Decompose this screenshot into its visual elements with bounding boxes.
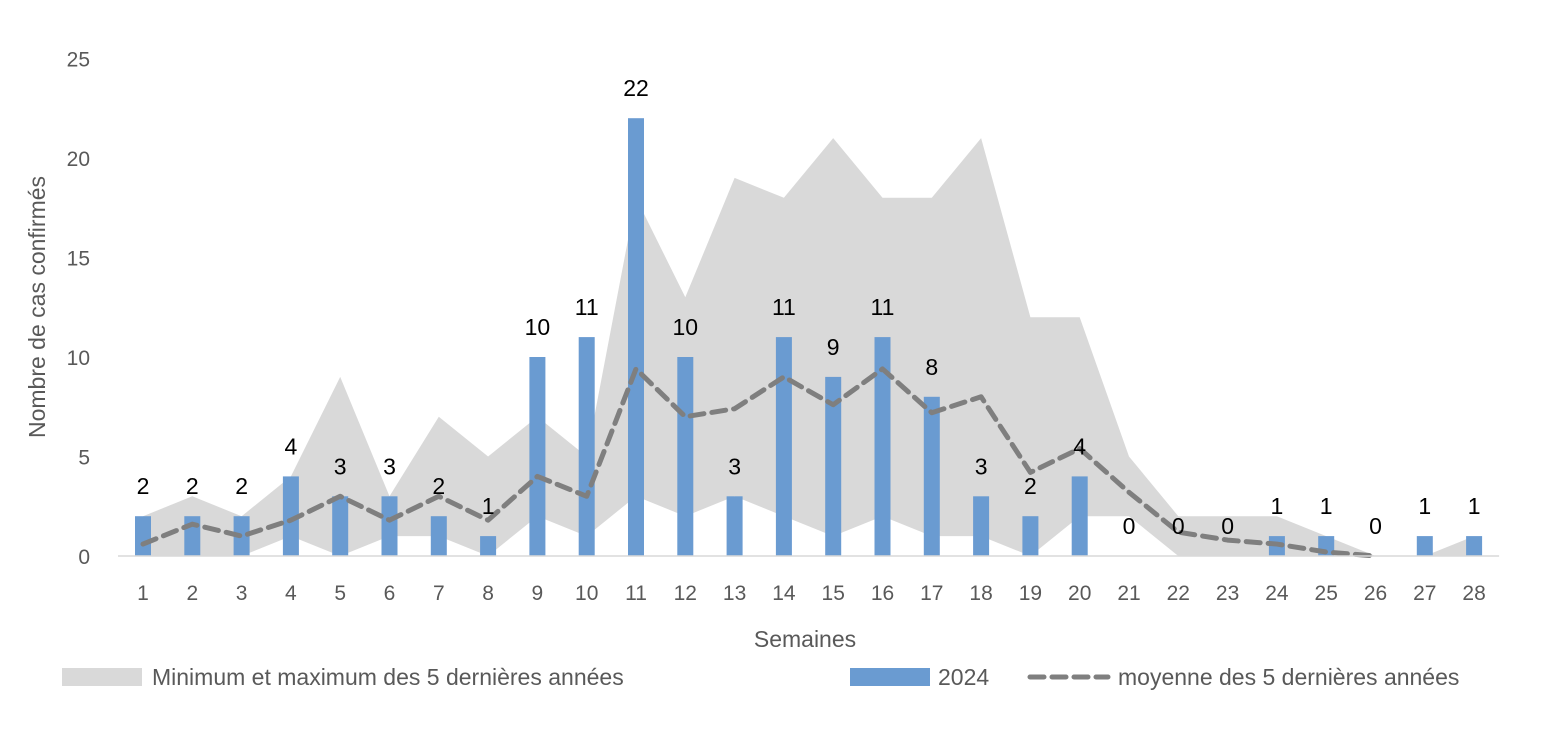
data-label: 4	[285, 433, 298, 459]
data-label: 2	[137, 473, 150, 499]
bars-layer	[135, 118, 1483, 556]
bar-week-15	[825, 376, 842, 556]
bar-week-14	[775, 337, 792, 556]
data-label: 11	[575, 294, 599, 320]
y-tick-label: 5	[78, 447, 90, 470]
x-tick-label: 1	[137, 582, 149, 605]
bar-week-13	[726, 496, 743, 556]
y-tick-label: 25	[67, 49, 90, 72]
y-tick-label: 20	[67, 148, 90, 171]
x-tick-label: 22	[1167, 582, 1190, 605]
data-label: 0	[1172, 513, 1185, 539]
x-tick-label: 17	[920, 582, 943, 605]
legend-swatch-range	[62, 668, 142, 686]
x-axis-title: Semaines	[754, 626, 856, 652]
x-tick-label: 21	[1117, 582, 1140, 605]
bar-week-11	[628, 118, 644, 556]
x-tick-label: 13	[723, 582, 746, 605]
data-label: 1	[482, 493, 495, 519]
x-tick-label: 16	[871, 582, 894, 605]
bar-week-12	[677, 357, 694, 556]
data-label: 10	[525, 314, 551, 340]
data-label: 8	[925, 354, 938, 380]
x-tick-label: 6	[384, 582, 396, 605]
data-label: 1	[1418, 493, 1431, 519]
x-tick-label: 26	[1364, 582, 1387, 605]
x-tick-label: 27	[1413, 582, 1436, 605]
mean-line	[140, 366, 1378, 559]
bar-week-5	[332, 496, 349, 556]
x-tick-label: 3	[236, 582, 248, 605]
x-tick-label: 14	[772, 582, 796, 605]
y-tick-label: 15	[67, 248, 90, 271]
bar-week-10	[578, 337, 595, 556]
legend-label-range: Minimum et maximum des 5 dernières année…	[152, 664, 624, 690]
legend: Minimum et maximum des 5 dernières année…	[62, 664, 1459, 690]
bar-week-19	[1022, 516, 1039, 556]
data-label: 0	[1123, 513, 1136, 539]
x-tick-label: 19	[1019, 582, 1042, 605]
x-tick-label: 9	[532, 582, 544, 605]
bar-week-27	[1416, 536, 1433, 556]
x-tick-label: 25	[1315, 582, 1338, 605]
data-label: 9	[827, 334, 840, 360]
data-label: 2	[432, 473, 445, 499]
x-tick-label: 10	[575, 582, 598, 605]
data-label: 2	[186, 473, 199, 499]
bar-week-9	[529, 357, 546, 556]
x-tick-label: 7	[433, 582, 445, 605]
legend-label-2024: 2024	[938, 664, 989, 690]
bar-week-1	[135, 516, 151, 556]
bar-week-20	[1071, 476, 1088, 556]
x-tick-label: 12	[674, 582, 697, 605]
x-tick-labels: 1 2 3 4 5 6 7 8 9 10 11 12 13 14 15 16 17 18 19 20 21 22 23 24 2…	[137, 582, 1486, 605]
bar-week-28	[1466, 536, 1483, 556]
data-label: 4	[1073, 433, 1086, 459]
bar-week-7	[430, 516, 447, 556]
data-label: 11	[871, 294, 895, 320]
data-label: 1	[1320, 493, 1333, 519]
bar-week-17	[923, 396, 940, 556]
y-axis-title: Nombre de cas confirmés	[24, 176, 50, 438]
data-label: 0	[1221, 513, 1234, 539]
x-tick-label: 11	[625, 582, 647, 605]
bar-week-4	[282, 476, 299, 556]
data-label: 3	[728, 453, 741, 479]
x-tick-label: 15	[822, 582, 845, 605]
range-area-layer	[143, 138, 1475, 556]
data-label: 2	[235, 473, 248, 499]
mean-line-layer	[140, 366, 1378, 559]
range-area	[143, 138, 1475, 556]
data-label: 22	[623, 75, 649, 101]
x-tick-label: 4	[285, 582, 297, 605]
data-label: 0	[1369, 513, 1382, 539]
x-tick-label: 8	[482, 582, 494, 605]
y-tick-label: 0	[78, 546, 90, 569]
data-label: 10	[673, 314, 699, 340]
x-tick-label: 18	[969, 582, 992, 605]
bar-week-8	[480, 536, 497, 556]
bar-week-16	[874, 337, 891, 556]
data-label: 1	[1271, 493, 1284, 519]
data-label: 3	[383, 453, 396, 479]
x-tick-label: 20	[1068, 582, 1091, 605]
x-tick-label: 28	[1462, 582, 1485, 605]
data-label: 3	[334, 453, 347, 479]
data-label: 1	[1468, 493, 1481, 519]
legend-label-mean: moyenne des 5 dernières années	[1118, 664, 1459, 690]
data-label: 2	[1024, 473, 1037, 499]
x-tick-label: 23	[1216, 582, 1239, 605]
x-tick-label: 24	[1265, 582, 1289, 605]
data-label: 3	[975, 453, 988, 479]
y-tick-label: 10	[67, 347, 90, 370]
legend-swatch-2024	[850, 668, 930, 686]
y-tick-labels: 0 5 10 15 20 25	[67, 49, 90, 570]
bar-week-6	[381, 496, 398, 556]
x-tick-label: 2	[186, 582, 198, 605]
x-tick-label: 5	[334, 582, 346, 605]
bar-week-18	[973, 496, 990, 556]
data-label: 11	[772, 294, 796, 320]
